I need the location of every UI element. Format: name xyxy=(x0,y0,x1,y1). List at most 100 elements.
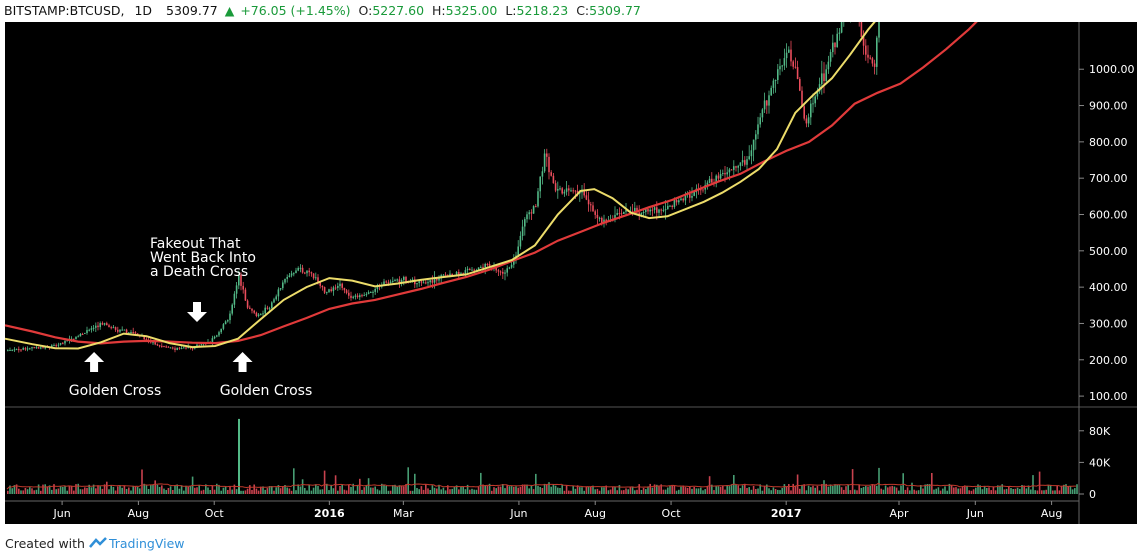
volume-bar xyxy=(363,487,365,494)
candle-body xyxy=(154,342,156,345)
volume-bar xyxy=(352,483,354,494)
time-tick-label: Apr xyxy=(889,507,909,520)
volume-bar xyxy=(350,487,352,494)
price-axis[interactable]: 100.00 200.00 300.00 400.00 500.00 600.00 700.… xyxy=(1079,63,1135,403)
volume-bar xyxy=(268,486,271,494)
price-change: +76.05 (+1.45%) xyxy=(240,3,351,18)
tradingview-link[interactable]: TradingView xyxy=(108,536,185,551)
volume-bar xyxy=(502,484,504,494)
volume-bar xyxy=(684,487,687,494)
volume-bar xyxy=(829,484,832,494)
candle-body xyxy=(334,287,337,289)
annotation-label: Went Back Into xyxy=(150,250,256,266)
price-tick-label: 500.00 xyxy=(1089,245,1128,258)
volume-bar xyxy=(840,487,843,494)
volume-bar xyxy=(612,486,614,494)
volume-bar xyxy=(312,487,315,494)
candle-body xyxy=(240,274,242,286)
candle-body xyxy=(535,206,537,208)
candle-body xyxy=(739,162,742,166)
candle-body xyxy=(117,329,119,332)
volume-bar xyxy=(64,486,66,494)
volume-bar xyxy=(229,486,231,494)
volume-bar xyxy=(532,489,535,494)
volume-bar xyxy=(218,484,220,494)
time-tick-label: Oct xyxy=(205,507,225,520)
annotation-label: a Death Cross xyxy=(150,264,248,280)
volume-bar xyxy=(343,489,346,494)
candle-body xyxy=(777,69,779,80)
volume-bar xyxy=(642,487,645,494)
candle-body xyxy=(220,328,222,333)
slow-moving-average-line xyxy=(4,22,978,345)
candle-body xyxy=(482,266,484,268)
time-axis[interactable]: Jun Aug Oct 2016 Mar Jun Aug Oct 2017 Apr Jun Aug xyxy=(53,501,1063,520)
candle-body xyxy=(541,171,544,177)
volume-bar xyxy=(114,490,117,494)
candle-body xyxy=(321,285,324,288)
volume-bar xyxy=(957,488,959,494)
volume-bar xyxy=(73,490,75,494)
volume-bar xyxy=(574,488,577,494)
candle-body xyxy=(266,307,269,309)
candle-body xyxy=(865,45,867,55)
volume-bar xyxy=(680,486,682,494)
volume-bar xyxy=(508,486,511,494)
volume-bar xyxy=(1005,488,1008,494)
volume-bar xyxy=(519,486,522,494)
volume-bar xyxy=(818,490,821,494)
price-tick-label: 700.00 xyxy=(1089,172,1128,185)
volume-bar xyxy=(810,487,812,494)
volume-bar xyxy=(29,487,31,494)
candle-body xyxy=(458,272,460,275)
symbol-name[interactable]: BITSTAMP:BTCUSD, xyxy=(4,3,125,18)
volume-bar xyxy=(895,487,898,494)
volume-bar xyxy=(768,488,770,494)
volume-bar xyxy=(81,489,84,494)
volume-bar xyxy=(213,489,216,494)
volume-bar xyxy=(68,486,71,494)
candle-body xyxy=(161,345,163,347)
volume-bar xyxy=(416,488,418,494)
volume-bar xyxy=(301,479,304,494)
volume-bar xyxy=(44,484,46,494)
volume-axis[interactable]: 0 40K 80K xyxy=(1079,425,1111,501)
candle-body xyxy=(246,300,249,308)
volume-bar xyxy=(330,484,332,494)
candle-body xyxy=(724,173,726,175)
candle-body xyxy=(165,346,167,348)
volume-bar xyxy=(823,480,825,494)
candle-body xyxy=(51,345,53,348)
candle-body xyxy=(574,190,577,192)
volume-bar xyxy=(548,482,550,494)
volume-bar xyxy=(618,485,621,494)
volume-bar xyxy=(515,486,517,494)
candle-body xyxy=(416,283,418,285)
volume-bar xyxy=(796,474,799,494)
candle-body xyxy=(288,275,291,277)
volume-bar xyxy=(605,485,607,494)
volume-bar xyxy=(1019,488,1021,494)
candle-body xyxy=(506,268,508,273)
annotations: Golden Cross Golden Cross Fakeout ThatWent… xyxy=(69,236,313,399)
candle-body xyxy=(592,205,594,212)
volume-bar xyxy=(88,484,90,494)
volume-bar xyxy=(326,483,328,494)
volume-bar xyxy=(596,488,599,494)
candle-body xyxy=(614,214,616,220)
candle-body xyxy=(180,348,183,349)
candle-body xyxy=(37,347,40,349)
volume-bar xyxy=(836,485,838,494)
candle-body xyxy=(394,279,396,281)
candle-body xyxy=(460,273,462,275)
volume-bar xyxy=(99,486,101,494)
interval[interactable]: 1D xyxy=(134,3,153,18)
candle-body xyxy=(510,264,513,268)
volume-bar xyxy=(110,485,112,494)
volume-bar xyxy=(429,490,431,494)
candle-body xyxy=(396,279,398,281)
price-chart[interactable]: Golden Cross Golden Cross Fakeout ThatWent… xyxy=(0,22,1142,531)
volume-bar xyxy=(242,490,244,494)
candle-body xyxy=(286,277,288,279)
volume-bar xyxy=(994,490,997,494)
